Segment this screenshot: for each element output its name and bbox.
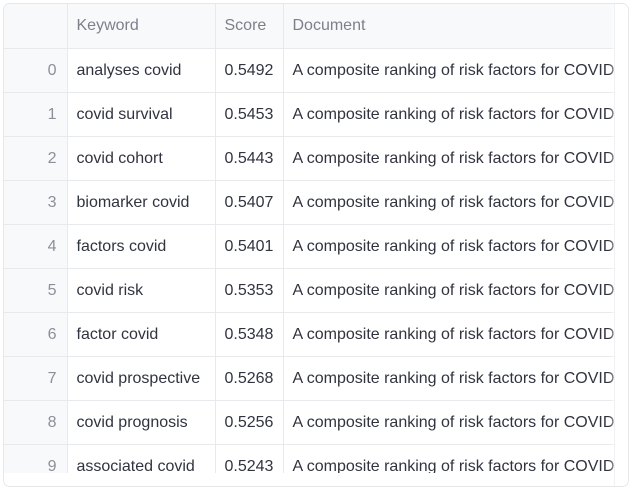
table-row: 5 covid risk 0.5353 A composite ranking of … xyxy=(4,268,614,313)
keyword-cell[interactable]: factors covid xyxy=(67,224,216,269)
row-index-cell[interactable]: 0 xyxy=(4,48,68,93)
keyword-cell[interactable]: covid survival xyxy=(67,92,216,137)
header-index-cell xyxy=(4,4,68,49)
header-document[interactable]: Document xyxy=(283,4,614,49)
table-row: 9 associated covid 0.5243 A composite ranki… xyxy=(4,444,614,473)
dataframe-table: Keyword Score Document 0 analyses covid 0.… xyxy=(4,4,614,473)
keyword-cell[interactable]: covid risk xyxy=(67,268,216,313)
table-row: 3 biomarker covid 0.5407 A composite rankin… xyxy=(4,180,614,225)
row-index-cell[interactable]: 5 xyxy=(4,268,68,313)
document-cell[interactable]: A composite ranking of risk factors for … xyxy=(283,444,614,473)
document-cell[interactable]: A composite ranking of risk factors for … xyxy=(283,136,614,181)
row-index-cell[interactable]: 4 xyxy=(4,224,68,269)
document-cell[interactable]: A composite ranking of risk factors for … xyxy=(283,356,614,401)
row-index-cell[interactable]: 9 xyxy=(4,444,68,473)
table-row: 0 analyses covid 0.5492 A composite ranking… xyxy=(4,48,614,93)
score-cell[interactable]: 0.5492 xyxy=(215,48,284,93)
table-row: 1 covid survival 0.5453 A composite ranking… xyxy=(4,92,614,137)
table-row: 4 factors covid 0.5401 A composite ranking … xyxy=(4,224,614,269)
row-index-cell[interactable]: 2 xyxy=(4,136,68,181)
row-index-cell[interactable]: 7 xyxy=(4,356,68,401)
header-row: Keyword Score Document xyxy=(4,4,614,49)
document-cell[interactable]: A composite ranking of risk factors for … xyxy=(283,92,614,137)
keyword-cell[interactable]: covid prospective xyxy=(67,356,216,401)
score-cell[interactable]: 0.5443 xyxy=(215,136,284,181)
row-index-cell[interactable]: 6 xyxy=(4,312,68,357)
table-row: 7 covid prospective 0.5268 A composite rank… xyxy=(4,356,614,401)
score-cell[interactable]: 0.5353 xyxy=(215,268,284,313)
document-cell[interactable]: A composite ranking of risk factors for … xyxy=(283,224,614,269)
row-index-cell[interactable]: 3 xyxy=(4,180,68,225)
row-index-cell[interactable]: 8 xyxy=(4,400,68,445)
document-cell[interactable]: A composite ranking of risk factors for … xyxy=(283,268,614,313)
header-keyword[interactable]: Keyword xyxy=(67,4,216,49)
document-cell[interactable]: A composite ranking of risk factors for … xyxy=(283,312,614,357)
scroll-fade xyxy=(609,4,615,473)
score-cell[interactable]: 0.5453 xyxy=(215,92,284,137)
keyword-cell[interactable]: factor covid xyxy=(67,312,216,357)
dataframe-viewport[interactable]: Keyword Score Document 0 analyses covid 0.… xyxy=(4,4,614,473)
table-body: 0 analyses covid 0.5492 A composite ranking… xyxy=(4,48,614,473)
horizontal-scrollbar[interactable] xyxy=(4,473,614,486)
keyword-cell[interactable]: associated covid xyxy=(67,444,216,473)
score-cell[interactable]: 0.5348 xyxy=(215,312,284,357)
score-cell[interactable]: 0.5401 xyxy=(215,224,284,269)
dataframe-container[interactable]: Keyword Score Document 0 analyses covid 0.… xyxy=(3,3,629,487)
header-score[interactable]: Score xyxy=(215,4,284,49)
document-cell[interactable]: A composite ranking of risk factors for … xyxy=(283,48,614,93)
table-row: 8 covid prognosis 0.5256 A composite rankin… xyxy=(4,400,614,445)
score-cell[interactable]: 0.5256 xyxy=(215,400,284,445)
table-row: 2 covid cohort 0.5443 A composite ranking o… xyxy=(4,136,614,181)
keyword-cell[interactable]: biomarker covid xyxy=(67,180,216,225)
table-row: 6 factor covid 0.5348 A composite ranking o… xyxy=(4,312,614,357)
score-cell[interactable]: 0.5268 xyxy=(215,356,284,401)
score-cell[interactable]: 0.5243 xyxy=(215,444,284,473)
row-index-cell[interactable]: 1 xyxy=(4,92,68,137)
keyword-cell[interactable]: covid prognosis xyxy=(67,400,216,445)
document-cell[interactable]: A composite ranking of risk factors for … xyxy=(283,180,614,225)
keyword-cell[interactable]: analyses covid xyxy=(67,48,216,93)
vertical-scrollbar[interactable] xyxy=(614,4,628,486)
keyword-cell[interactable]: covid cohort xyxy=(67,136,216,181)
score-cell[interactable]: 0.5407 xyxy=(215,180,284,225)
document-cell[interactable]: A composite ranking of risk factors for … xyxy=(283,400,614,445)
table-header: Keyword Score Document xyxy=(4,4,614,49)
